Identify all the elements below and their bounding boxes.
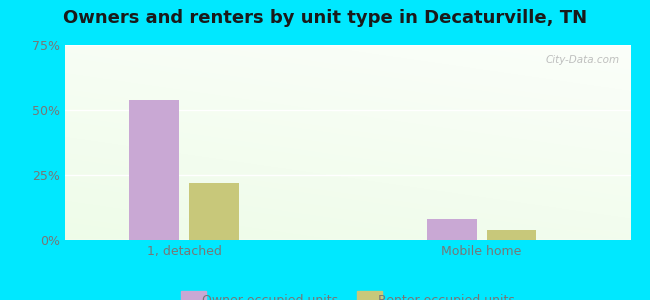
Bar: [427, 219, 476, 240]
Legend: Owner occupied units, Renter occupied units: Owner occupied units, Renter occupied un…: [176, 289, 520, 300]
Bar: [189, 183, 239, 240]
Bar: [129, 100, 179, 240]
Bar: [487, 230, 536, 240]
Text: City-Data.com: City-Data.com: [545, 55, 619, 65]
Text: Owners and renters by unit type in Decaturville, TN: Owners and renters by unit type in Decat…: [63, 9, 587, 27]
